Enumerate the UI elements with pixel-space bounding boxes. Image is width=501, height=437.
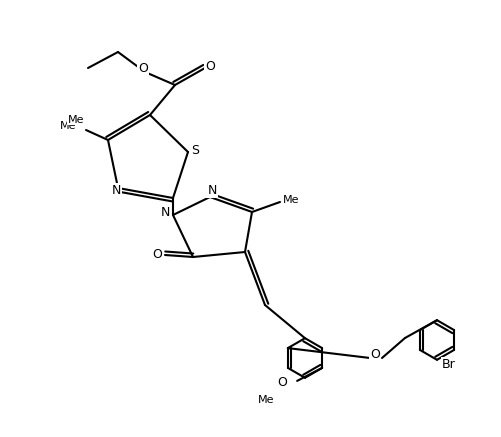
Text: O: O	[277, 376, 287, 389]
Text: O: O	[205, 59, 215, 73]
Text: Me: Me	[60, 121, 76, 131]
Text: S: S	[191, 143, 199, 156]
Text: Me: Me	[283, 195, 300, 205]
Text: N: N	[111, 184, 121, 198]
Text: N: N	[160, 207, 170, 219]
Text: O: O	[152, 249, 162, 261]
Text: Br: Br	[442, 358, 456, 371]
Text: N: N	[207, 184, 217, 197]
Text: O: O	[370, 348, 380, 361]
Text: Me: Me	[68, 115, 84, 125]
Text: Me: Me	[258, 395, 275, 405]
Text: O: O	[138, 62, 148, 76]
